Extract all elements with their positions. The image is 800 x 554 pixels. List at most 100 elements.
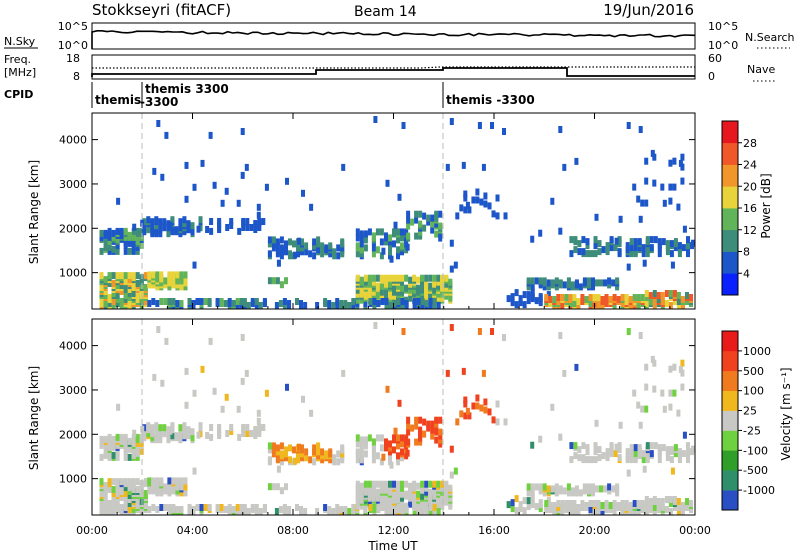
power-cell (408, 294, 413, 302)
power-cell (652, 179, 657, 187)
power-cell (653, 236, 658, 244)
freq-left-tick-top: 18 (66, 52, 80, 65)
velocity-cell (271, 483, 276, 491)
velocity-cell (203, 504, 208, 511)
velocity-cell (570, 487, 575, 495)
velocity-cell (412, 504, 417, 511)
velocity-cell (400, 440, 405, 448)
power-cell (577, 240, 582, 248)
power-cell (111, 298, 116, 305)
velocity-cell (119, 433, 124, 441)
power-cell (534, 297, 539, 305)
velocity-cell (245, 424, 250, 431)
power-cell (178, 224, 183, 232)
velocity-cell (514, 495, 519, 503)
power-cell (371, 278, 376, 286)
power-cell (432, 302, 437, 309)
power-cell (182, 216, 187, 224)
power-cell (668, 197, 673, 205)
power-cell (103, 276, 108, 284)
velocity-cell (175, 506, 180, 513)
power-cell (568, 294, 573, 301)
velocity-cell (254, 508, 259, 515)
velocity-cell (678, 365, 683, 373)
power-cell (465, 201, 470, 209)
power-cell (371, 250, 376, 258)
velocity-cell (227, 504, 232, 511)
velocity-cell (542, 489, 547, 497)
power-cell (618, 215, 623, 223)
velocity-cell (574, 363, 579, 371)
power-cell (392, 240, 397, 248)
power-cell (645, 236, 650, 244)
power-cell (170, 226, 175, 234)
power-cell (158, 226, 163, 234)
power-cell (620, 294, 625, 301)
velocity-cell (490, 328, 495, 335)
velocity-cell (159, 504, 164, 511)
velocity-cell (212, 387, 217, 395)
power-cell (179, 271, 184, 279)
power-cell (538, 299, 543, 307)
power-y-label: Slant Range [km] (27, 160, 41, 264)
power-cell (396, 228, 401, 236)
power-cell (475, 188, 480, 196)
velocity-cell (392, 506, 397, 513)
velocity-cell (284, 450, 289, 458)
velocity-cell (434, 426, 439, 434)
velocity-cell (538, 483, 543, 491)
velocity-cell (244, 369, 249, 377)
velocity-cell (111, 439, 116, 447)
velocity-cell (241, 430, 246, 437)
velocity-cell (424, 484, 429, 492)
power-cell (196, 225, 201, 233)
power-cell (146, 224, 151, 232)
velocity-cell (562, 369, 567, 377)
velocity-cell (534, 483, 539, 491)
power-cell (400, 274, 405, 282)
velocity-cell (384, 508, 389, 515)
power-cell (99, 233, 104, 241)
power-cell (514, 289, 519, 297)
velocity-cell (127, 492, 132, 499)
velocity-cell (367, 494, 372, 502)
velocity-cell (320, 452, 325, 460)
velocity-cell (574, 485, 579, 493)
power-cell (629, 244, 634, 252)
velocity-cell (426, 420, 431, 428)
velocity-cell (652, 508, 657, 515)
power-cell (596, 294, 601, 301)
power-cell (604, 298, 609, 305)
power-cell (190, 228, 195, 236)
power-cell (591, 277, 596, 285)
power-cell (534, 277, 539, 285)
velocity-cell (217, 430, 222, 437)
velocity-cell (641, 456, 646, 464)
power-cell (205, 226, 210, 233)
velocity-cell (355, 440, 360, 448)
power-cell (503, 212, 508, 220)
velocity-cell (618, 421, 623, 429)
power-cell (175, 281, 180, 289)
velocity-cell (404, 434, 409, 442)
power-cell (680, 302, 685, 309)
power-cell (652, 290, 657, 297)
colorbar-swatch (722, 390, 738, 411)
power-cell (355, 250, 360, 258)
velocity-cell (183, 477, 188, 485)
power-cell (275, 238, 280, 246)
power-cell (160, 173, 165, 181)
velocity-cell (552, 502, 557, 509)
velocity-cell (506, 501, 511, 509)
power-cell (542, 277, 547, 285)
velocity-cell (400, 494, 405, 502)
velocity-cell (355, 480, 360, 488)
velocity-cell (677, 448, 682, 456)
power-cell (116, 197, 121, 205)
power-cell (416, 284, 421, 292)
velocity-cell (445, 369, 450, 377)
power-cell (304, 242, 309, 250)
velocity-cell (414, 416, 419, 424)
power-cell (151, 298, 156, 305)
power-cell (271, 244, 276, 252)
